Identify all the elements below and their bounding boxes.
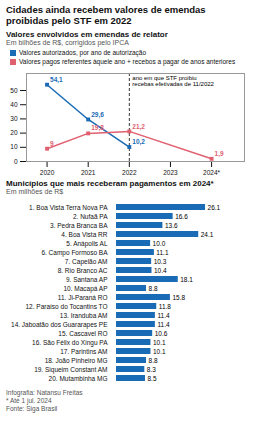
svg-text:40: 40 — [10, 101, 18, 108]
svg-text:10.3: 10.3 — [154, 258, 167, 265]
svg-text:9: 9 — [50, 140, 54, 147]
svg-text:8.8: 8.8 — [149, 285, 158, 292]
svg-text:10.6: 10.6 — [155, 330, 168, 337]
svg-text:26.1: 26.1 — [208, 204, 221, 211]
svg-text:54,1: 54,1 — [50, 76, 63, 84]
svg-text:7. Capelão AM: 7. Capelão AM — [65, 258, 108, 266]
svg-text:10.1: 10.1 — [153, 339, 166, 346]
svg-text:17. Parintins AM: 17. Parintins AM — [60, 348, 107, 355]
svg-text:8.5: 8.5 — [148, 375, 157, 382]
svg-text:14. Jaboatão dos Guararapes PE: 14. Jaboatão dos Guararapes PE — [11, 321, 108, 329]
svg-text:19,8: 19,8 — [91, 124, 104, 132]
svg-text:8. Rio Branco AC: 8. Rio Branco AC — [58, 267, 108, 274]
svg-text:8.3: 8.3 — [147, 366, 156, 373]
html-text:Em bilhões de R$, corrigidos p: Em bilhões de R$, corrigidos pelo IPCA — [6, 39, 129, 47]
svg-text:16. São Félix do Xingu PA: 16. São Félix do Xingu PA — [32, 339, 108, 347]
svg-text:30: 30 — [10, 115, 18, 122]
svg-text:2. Nufaã PA: 2. Nufaã PA — [73, 213, 108, 220]
svg-text:21,2: 21,2 — [132, 122, 145, 130]
svg-text:13.6: 13.6 — [165, 222, 178, 229]
svg-text:4. Boa Vista RR: 4. Boa Vista RR — [61, 231, 107, 238]
svg-text:29,6: 29,6 — [91, 110, 104, 118]
svg-text:19. Siqueim Constant AM: 19. Siqueim Constant AM — [34, 366, 107, 374]
svg-text:24.1: 24.1 — [201, 231, 214, 238]
svg-text:20. Mutambinha MG: 20. Mutambinha MG — [49, 375, 108, 382]
svg-text:11.8: 11.8 — [159, 303, 172, 310]
svg-text:3. Pedra Branca BA: 3. Pedra Branca BA — [50, 222, 108, 229]
svg-text:1,9: 1,9 — [215, 150, 224, 158]
svg-text:11.4: 11.4 — [157, 312, 170, 319]
svg-text:18. João Pinheiro MG: 18. João Pinheiro MG — [45, 357, 108, 364]
svg-text:2024*: 2024* — [203, 169, 220, 176]
svg-text:5. Anápolis AL: 5. Anápolis AL — [66, 240, 108, 248]
svg-text:11.4: 11.4 — [157, 321, 170, 328]
html-text:Municípios que mais receberam: Municípios que mais receberam pagamentos… — [6, 178, 214, 188]
svg-text:ano em que STF proibiurecebas: ano em que STF proibiurecebas efetivadas… — [132, 74, 214, 86]
svg-text:11. Ji-Paraná RO: 11. Ji-Paraná RO — [58, 294, 108, 301]
svg-text:13. Iranduba AM: 13. Iranduba AM — [60, 312, 108, 319]
svg-text:10.0: 10.0 — [153, 240, 166, 247]
svg-text:11.1: 11.1 — [156, 249, 169, 256]
svg-text:50: 50 — [10, 86, 18, 93]
svg-text:2020: 2020 — [40, 169, 55, 176]
svg-text:10.4: 10.4 — [154, 267, 167, 274]
svg-text:16.6: 16.6 — [175, 213, 188, 220]
svg-text:15.8: 15.8 — [172, 294, 185, 301]
svg-text:12. Paraíso do Tocantins TO: 12. Paraíso do Tocantins TO — [25, 303, 107, 310]
svg-text:1. Boa Vista Terra Nova PA: 1. Boa Vista Terra Nova PA — [29, 204, 108, 211]
html-text:Valores pagos referentes àquel: Valores pagos referentes àquele ano + re… — [19, 57, 236, 65]
svg-text:2021: 2021 — [81, 169, 96, 176]
html-text:Cidades ainda recebem valores: Cidades ainda recebem valores de emendas… — [6, 4, 206, 27]
html-text:Infografia: Natansu Freitas *: Infografia: Natansu Freitas * Até 1 jul.… — [6, 389, 83, 413]
svg-text:9. Santana AP: 9. Santana AP — [66, 276, 108, 283]
html-text:Valores envolvidos em emendas: Valores envolvidos em emendas de relator — [6, 29, 168, 39]
svg-text:10,2: 10,2 — [132, 138, 145, 146]
svg-text:10.1: 10.1 — [153, 348, 166, 355]
svg-text:0: 0 — [14, 157, 18, 164]
svg-text:15. Cascavel RO: 15. Cascavel RO — [58, 330, 107, 337]
svg-text:10: 10 — [10, 143, 18, 150]
svg-text:6. Campo Formoso BA: 6. Campo Formoso BA — [41, 249, 108, 257]
svg-text:8.8: 8.8 — [149, 357, 158, 364]
svg-text:10. Macapá AP: 10. Macapá AP — [63, 285, 107, 293]
html-text:Valores autorizados, por ano d: Valores autorizados, por ano de autoriza… — [19, 49, 147, 57]
svg-text:2023: 2023 — [163, 169, 178, 176]
svg-text:2022: 2022 — [122, 169, 137, 176]
svg-text:18.1: 18.1 — [180, 276, 193, 283]
html-text:Em milhões de R$: Em milhões de R$ — [6, 188, 64, 196]
svg-text:20: 20 — [10, 129, 18, 136]
